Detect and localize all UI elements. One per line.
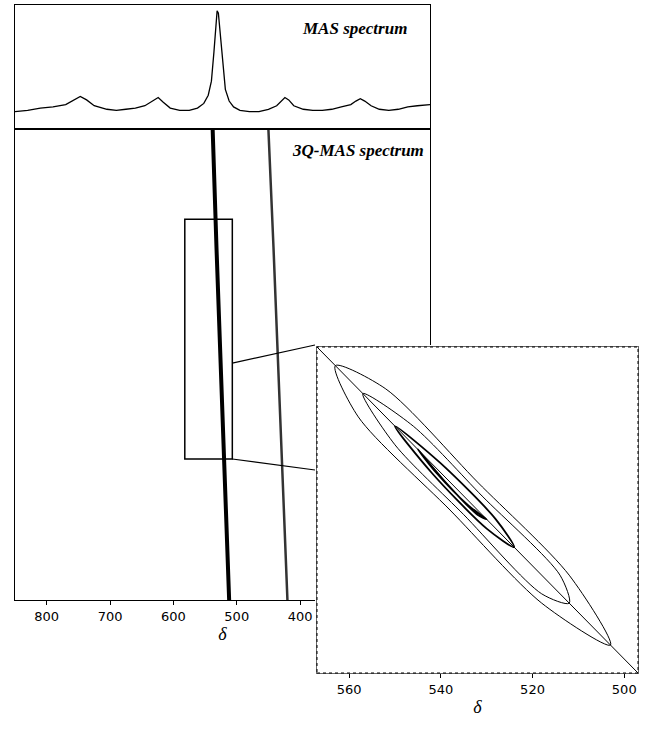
svg-text:MAS spectrum: MAS spectrum [302, 19, 407, 38]
svg-text:400: 400 [288, 609, 313, 624]
svg-text:3Q-MAS spectrum: 3Q-MAS spectrum [292, 141, 424, 160]
svg-text:δ: δ [473, 697, 482, 717]
svg-text:500: 500 [224, 609, 249, 624]
svg-text:520: 520 [520, 682, 545, 697]
svg-text:600: 600 [161, 609, 186, 624]
svg-text:800: 800 [34, 609, 59, 624]
svg-text:δ: δ [218, 624, 227, 644]
svg-text:500: 500 [612, 682, 637, 697]
svg-text:540: 540 [428, 682, 453, 697]
svg-text:560: 560 [337, 682, 362, 697]
svg-text:700: 700 [98, 609, 123, 624]
